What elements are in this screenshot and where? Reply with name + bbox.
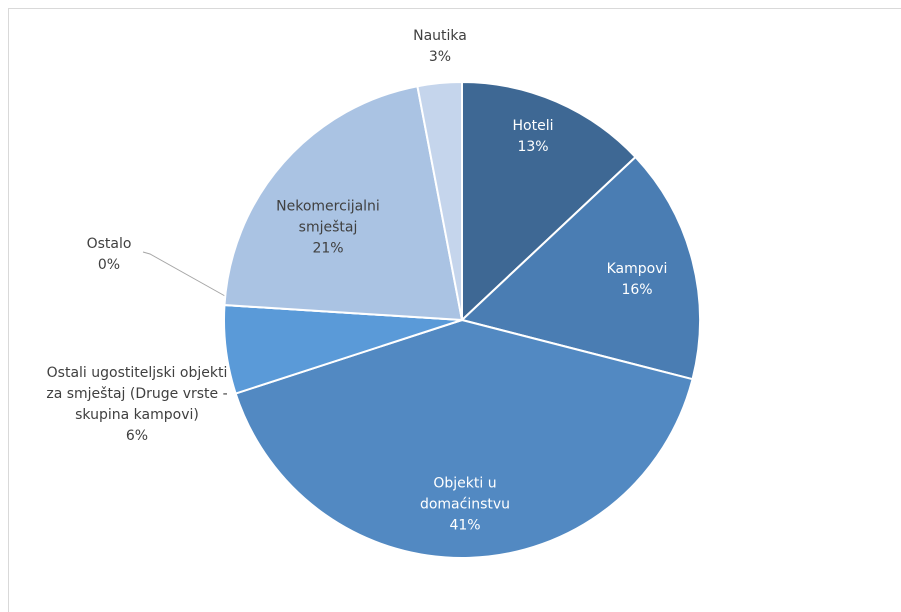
category-label: Ostali ugostiteljski objekti za smještaj…: [46, 365, 228, 423]
value-label: 6%: [125, 428, 149, 444]
category-label: Hoteli: [512, 118, 554, 134]
value-label: 3%: [428, 49, 452, 65]
pie-slice: [223, 85, 464, 322]
category-label: Nekomercijalni smještaj: [276, 198, 380, 236]
pie-slice: [461, 80, 637, 323]
category-label: Kampovi: [606, 261, 668, 277]
value-label: 21%: [312, 240, 344, 257]
value-label: 41%: [449, 517, 481, 534]
category-label: Nautika: [413, 28, 467, 44]
chart-frame: [8, 8, 901, 612]
category-label: Objekti u domaćinstvu: [419, 475, 511, 513]
pie-slice: [416, 80, 463, 321]
data-label: Objekti u domaćinstvu 41%: [395, 474, 535, 537]
pie-slice: [234, 318, 694, 559]
data-label: Nekomercijalni smještaj 21%: [268, 197, 388, 260]
value-label: 13%: [517, 139, 549, 155]
data-label: Kampovi 16%: [592, 259, 682, 301]
data-label: Nautika 3%: [395, 26, 485, 68]
category-label: Ostalo: [86, 236, 132, 252]
pie-slice: [459, 155, 701, 381]
value-label: 16%: [621, 282, 653, 298]
data-label: Ostali ugostiteljski objekti za smještaj…: [42, 363, 232, 447]
data-label: Hoteli 13%: [488, 116, 578, 158]
value-label: 0%: [97, 257, 121, 273]
data-label: Ostalo 0%: [74, 234, 144, 276]
leader-line: [142, 251, 226, 297]
